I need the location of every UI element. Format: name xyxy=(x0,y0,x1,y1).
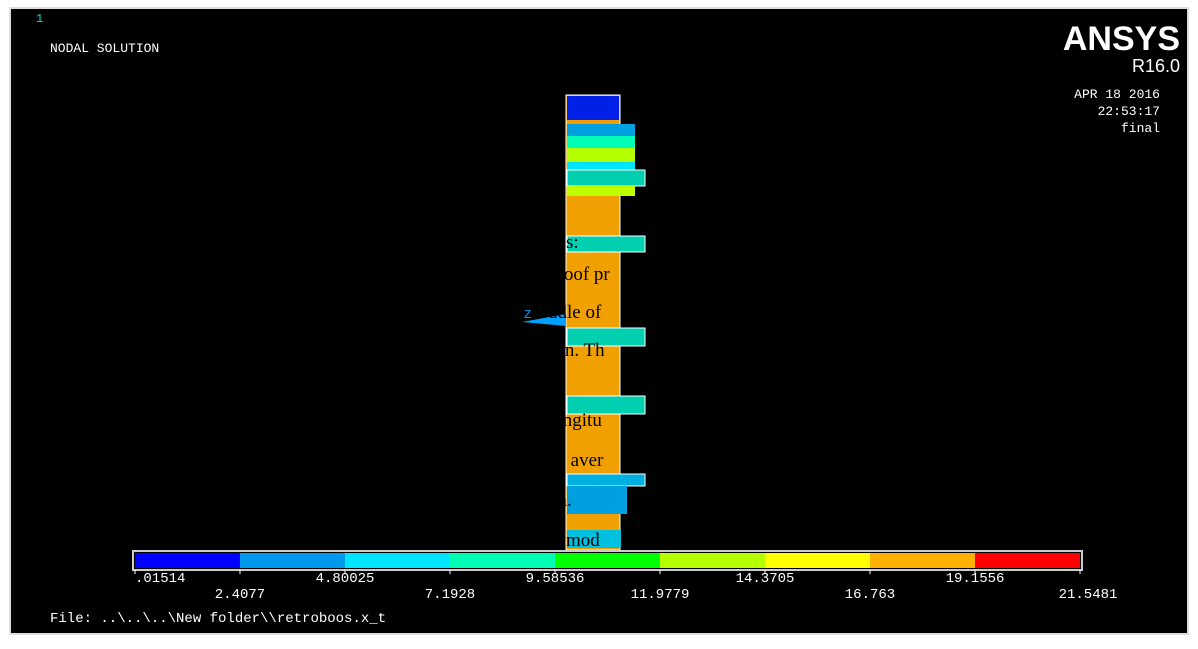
legend-label: 2.4077 xyxy=(215,587,265,603)
time: 22:53:17 xyxy=(1098,104,1160,119)
legend-label: 16.763 xyxy=(845,587,895,603)
legend-label: 14.3705 xyxy=(736,571,795,587)
legend-swatch xyxy=(240,553,345,568)
legend-swatch xyxy=(660,553,765,568)
legend-swatch xyxy=(135,553,240,568)
overlay-fragment: ddle of xyxy=(548,302,602,323)
brand: ANSYS xyxy=(1063,20,1180,58)
date: APR 18 2016 xyxy=(1074,87,1160,102)
axis-label: Z xyxy=(524,308,531,322)
overlay-fragment: s: xyxy=(566,232,579,253)
legend-swatch xyxy=(345,553,450,568)
legend-label: 7.1928 xyxy=(425,587,475,603)
legend-label: .01514 xyxy=(135,571,185,587)
legend-swatch xyxy=(555,553,660,568)
legend-swatch xyxy=(975,553,1080,568)
legend-swatch xyxy=(765,553,870,568)
overlay-fragment: proof pr xyxy=(548,264,610,285)
overlay-fragment: mod xyxy=(566,530,600,551)
legend-label: 21.5481 xyxy=(1059,587,1118,603)
version: R16.0 xyxy=(1132,56,1180,76)
plot-title: NODAL SOLUTION xyxy=(50,41,159,56)
legend-label: 19.1556 xyxy=(946,571,1005,587)
legend-label: 9.58536 xyxy=(526,571,585,587)
overlay-fragment: longitu xyxy=(548,410,602,431)
overlay-fragment: een. Th xyxy=(548,340,605,361)
ansys-window: 1 NODAL SOLUTION ANSYS R16.0 APR 18 2016… xyxy=(0,0,1198,644)
legend-swatch xyxy=(870,553,975,568)
legend-label: 4.80025 xyxy=(316,571,375,587)
window-number: 1 xyxy=(36,12,43,26)
file-path: File: ..\..\..\New folder\\retroboos.x_t xyxy=(50,611,386,627)
legend-swatch xyxy=(450,553,555,568)
overlay-fragment: he aver xyxy=(548,450,604,471)
legend-label: 11.9779 xyxy=(631,587,690,603)
label: final xyxy=(1121,121,1160,136)
overlay-fragment: Pa. xyxy=(548,490,572,511)
